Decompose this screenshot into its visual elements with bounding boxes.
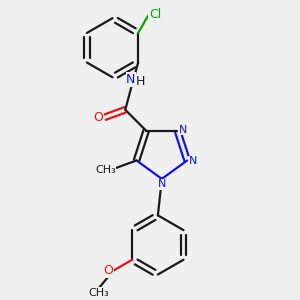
Text: CH₃: CH₃ <box>88 288 109 298</box>
Text: O: O <box>103 264 113 277</box>
Text: N: N <box>188 157 197 166</box>
Text: N: N <box>158 179 166 189</box>
Text: N: N <box>126 73 136 86</box>
Text: CH₃: CH₃ <box>95 165 116 175</box>
Text: N: N <box>179 125 187 135</box>
Text: H: H <box>136 75 146 88</box>
Text: Cl: Cl <box>149 8 161 21</box>
Text: O: O <box>94 111 103 124</box>
